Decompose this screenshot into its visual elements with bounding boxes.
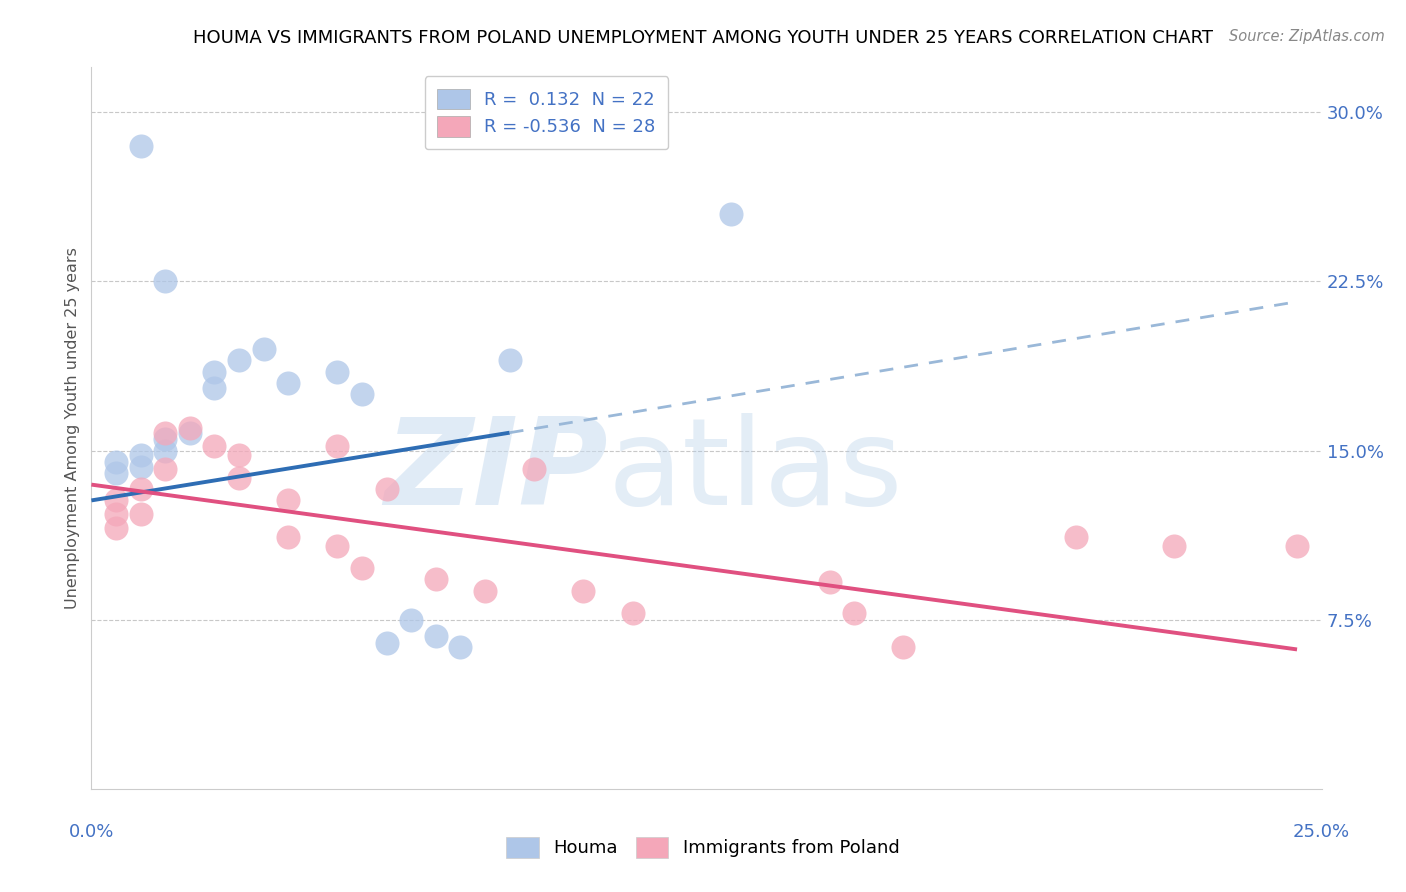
Point (153, 274, 177, 288)
Point (105, 520, 127, 534)
Point (277, 376, 299, 390)
Legend: R =  0.132  N = 22, R = -0.536  N = 28: R = 0.132 N = 22, R = -0.536 N = 28 (425, 76, 668, 149)
Text: HOUMA VS IMMIGRANTS FROM POLAND UNEMPLOYMENT AMONG YOUTH UNDER 25 YEARS CORRELAT: HOUMA VS IMMIGRANTS FROM POLAND UNEMPLOY… (193, 29, 1213, 46)
Point (572, 583, 595, 598)
Point (326, 365, 349, 379)
Point (153, 443, 177, 458)
Text: Source: ZipAtlas.com: Source: ZipAtlas.com (1229, 29, 1385, 44)
Point (202, 380, 225, 394)
Point (326, 539, 349, 553)
Point (720, 207, 742, 221)
Point (129, 139, 152, 153)
Legend: Houma, Immigrants from Poland: Houma, Immigrants from Poland (498, 828, 908, 867)
Point (253, 342, 276, 356)
Point (1064, 530, 1087, 544)
Point (842, 607, 865, 621)
Point (179, 421, 201, 435)
Point (105, 467, 127, 481)
Text: ZIP: ZIP (384, 413, 607, 530)
Point (228, 448, 250, 462)
Point (277, 493, 299, 508)
Point (523, 462, 546, 476)
Y-axis label: Unemployment Among Youth under 25 years: Unemployment Among Youth under 25 years (65, 247, 80, 609)
Point (105, 507, 127, 521)
Point (399, 613, 422, 627)
Point (153, 462, 177, 476)
Point (179, 425, 201, 440)
Point (621, 607, 644, 621)
Point (129, 459, 152, 474)
Point (129, 482, 152, 496)
Point (202, 365, 225, 379)
Point (1285, 539, 1308, 553)
Point (228, 353, 250, 368)
Point (153, 425, 177, 440)
Text: 25.0%: 25.0% (1294, 822, 1350, 840)
Point (891, 640, 914, 655)
Point (228, 471, 250, 485)
Point (277, 530, 299, 544)
Point (375, 482, 398, 496)
Point (202, 439, 225, 453)
Point (352, 387, 374, 401)
Text: atlas: atlas (607, 413, 904, 530)
Point (474, 583, 496, 598)
Point (153, 433, 177, 447)
Point (818, 574, 841, 589)
Point (1163, 539, 1185, 553)
Point (129, 448, 152, 462)
Point (425, 573, 447, 587)
Point (375, 635, 398, 649)
Text: 0.0%: 0.0% (69, 822, 114, 840)
Point (352, 561, 374, 575)
Point (105, 455, 127, 469)
Point (498, 353, 520, 368)
Point (425, 629, 447, 643)
Point (326, 439, 349, 453)
Point (449, 640, 471, 655)
Point (105, 493, 127, 508)
Point (129, 507, 152, 521)
